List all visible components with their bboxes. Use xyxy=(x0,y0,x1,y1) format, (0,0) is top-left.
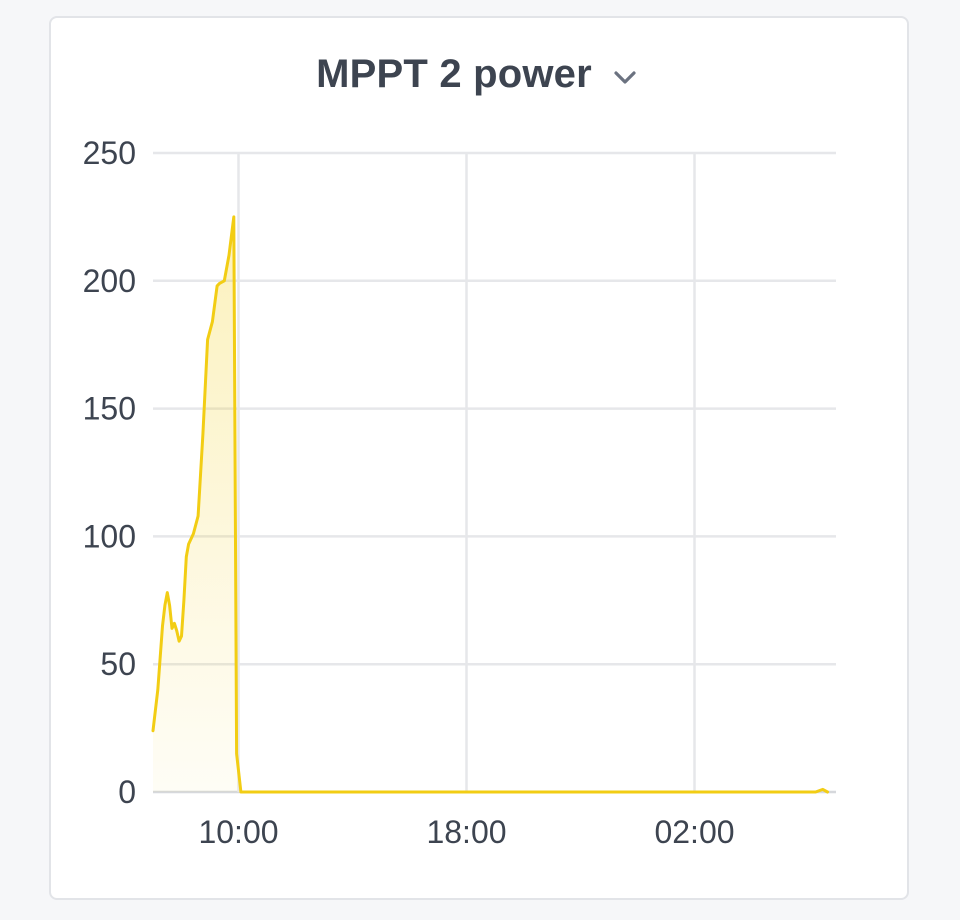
x-tick-label: 18:00 xyxy=(426,814,506,850)
y-tick-label: 100 xyxy=(83,518,136,554)
vertical-gridlines xyxy=(237,153,696,792)
y-tick-label: 50 xyxy=(100,646,136,682)
series-layer xyxy=(151,215,829,794)
x-axis-ticks: 10:00 18:00 02:00 xyxy=(198,814,734,850)
y-tick-label: 150 xyxy=(83,391,136,427)
horizontal-gridlines xyxy=(153,151,836,794)
y-tick-label: 250 xyxy=(83,135,136,171)
x-tick-label: 02:00 xyxy=(654,814,734,850)
y-axis-ticks: 0 50 100 150 200 250 xyxy=(83,135,136,810)
y-tick-label: 200 xyxy=(83,263,136,299)
x-tick-label: 10:00 xyxy=(198,814,278,850)
y-tick-label: 0 xyxy=(118,774,136,810)
series-line-0 xyxy=(151,215,829,794)
chart-title: MPPT 2 power xyxy=(316,52,592,96)
chevron-down-icon[interactable] xyxy=(608,63,642,93)
series-area-0 xyxy=(153,216,828,792)
chart-title-dropdown[interactable]: MPPT 2 power xyxy=(51,52,907,97)
